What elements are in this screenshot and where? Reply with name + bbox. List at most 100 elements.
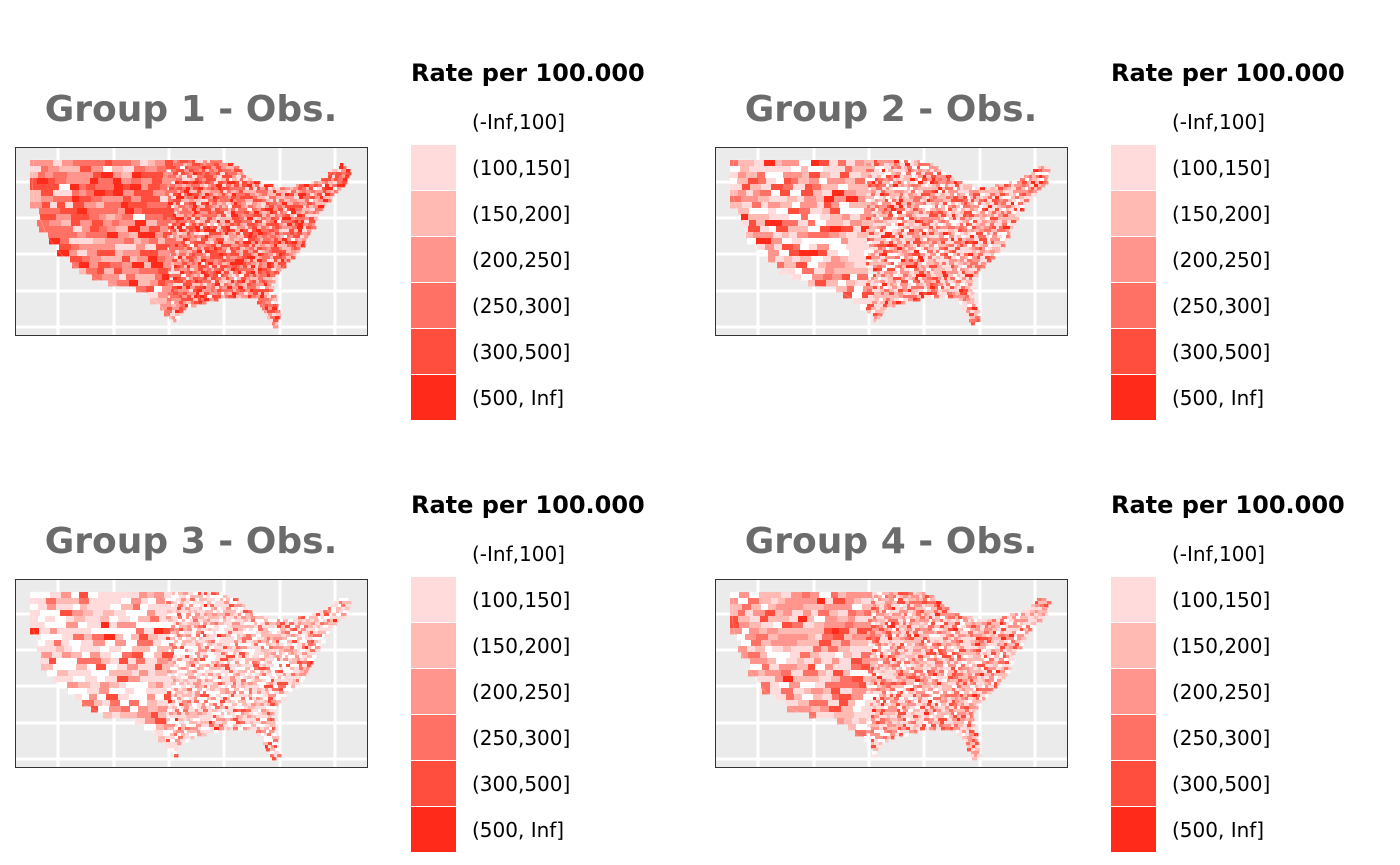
county-cell (210, 160, 214, 164)
county-cell (934, 244, 939, 248)
county-cell (229, 640, 235, 644)
county-cell (939, 274, 944, 278)
county-cell (79, 268, 87, 275)
county-cell (758, 196, 770, 203)
county-cell (782, 244, 794, 251)
county-cell (249, 187, 254, 191)
county-cell (253, 205, 257, 209)
county-cell (89, 262, 99, 269)
county-cell (181, 259, 185, 263)
county-cell (311, 640, 315, 644)
county-cell (962, 271, 966, 275)
county-cell (189, 646, 194, 650)
county-cell (265, 229, 270, 233)
county-cell (255, 220, 259, 224)
county-cell (230, 238, 235, 242)
county-cell (96, 598, 105, 605)
county-cell (945, 241, 951, 245)
county-cell (889, 247, 895, 251)
county-cell (923, 202, 927, 206)
legend-label: (250,300] (1172, 294, 1271, 318)
county-cell (185, 655, 190, 659)
county-cell (939, 295, 943, 299)
county-cell (247, 259, 251, 263)
county-cell (318, 205, 322, 209)
county-cell (93, 640, 106, 647)
county-cell (240, 610, 244, 614)
county-cell (181, 289, 186, 293)
county-cell (262, 214, 267, 218)
county-cell (963, 244, 968, 248)
county-cell (901, 217, 905, 221)
county-cell (919, 223, 923, 227)
county-cell (964, 202, 968, 206)
county-cell (299, 679, 304, 683)
county-cell (229, 604, 235, 608)
county-cell (38, 640, 46, 647)
county-cell (979, 214, 983, 218)
county-cell (942, 295, 946, 299)
county-cell (220, 190, 224, 194)
county-cell (295, 220, 299, 224)
county-cell (232, 187, 236, 191)
county-cell (200, 283, 204, 287)
county-cell (921, 193, 927, 197)
county-cell (1008, 199, 1013, 203)
county-cell (184, 202, 190, 206)
county-cell (246, 679, 252, 683)
county-cell (974, 229, 980, 233)
county-cell (240, 178, 244, 182)
county-cell (285, 205, 291, 209)
county-cell (239, 181, 243, 185)
county-cell (168, 283, 174, 287)
county-cell (135, 202, 148, 209)
county-cell (968, 241, 974, 245)
county-cell (272, 298, 278, 302)
county-cell (345, 175, 350, 179)
county-cell (307, 640, 312, 644)
county-cell (1037, 187, 1042, 191)
county-cell (267, 295, 272, 299)
county-cell (273, 253, 277, 257)
county-cell (204, 274, 210, 278)
county-cell (995, 184, 1000, 188)
county-cell (204, 175, 209, 179)
county-cell (964, 259, 968, 263)
county-cell (233, 613, 239, 617)
county-cell (203, 208, 208, 212)
county-cell (235, 655, 239, 659)
county-cell (742, 202, 753, 209)
county-cell (959, 301, 963, 305)
county-cell (280, 190, 284, 194)
county-cell (176, 214, 180, 218)
county-cell (249, 268, 255, 272)
county-cell (874, 280, 878, 284)
county-cell (201, 298, 205, 302)
county-cell (177, 187, 183, 191)
county-cell (114, 610, 127, 617)
county-cell (211, 661, 217, 665)
county-cell (180, 211, 184, 215)
county-cell (746, 190, 754, 197)
county-cell (914, 169, 919, 173)
county-cell (926, 211, 931, 215)
county-cell (898, 223, 902, 227)
county-cell (963, 184, 969, 188)
county-cell (868, 235, 872, 239)
county-cell (757, 244, 766, 251)
county-cell (297, 658, 301, 662)
county-cell (219, 592, 223, 596)
county-cell (995, 193, 1001, 197)
county-cell (211, 187, 215, 191)
county-cell (849, 250, 857, 257)
county-cell (210, 598, 216, 602)
county-cell (240, 289, 246, 293)
county-cell (192, 247, 198, 251)
county-cell (209, 232, 215, 236)
county-cell (41, 160, 54, 167)
county-cell (189, 277, 194, 281)
county-cell (888, 178, 894, 182)
county-cell (886, 235, 891, 239)
county-cell (192, 292, 197, 296)
county-cell (850, 214, 861, 221)
